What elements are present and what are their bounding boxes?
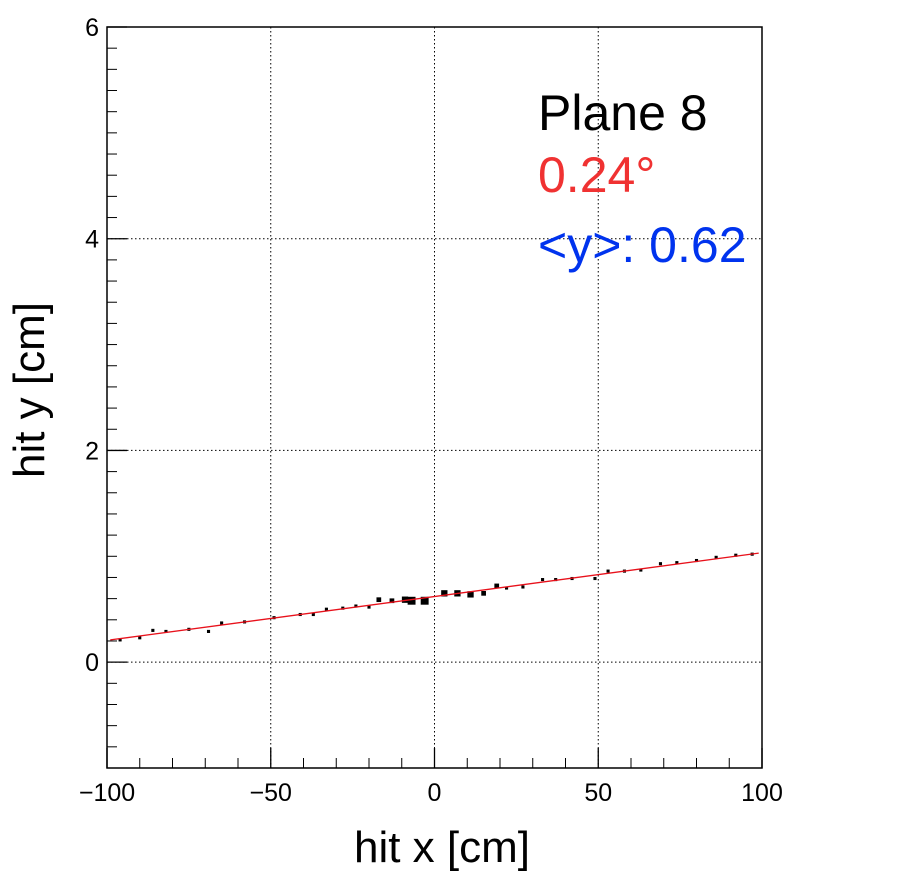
data-point <box>407 596 416 605</box>
data-point <box>401 596 409 603</box>
angle-annotation: 0.24° <box>538 147 655 203</box>
data-point <box>593 576 597 581</box>
data-point <box>324 607 328 611</box>
data-point <box>734 553 738 557</box>
x-tick-label: −100 <box>79 779 135 807</box>
x-tick-label: 50 <box>584 779 612 807</box>
x-tick-label: 100 <box>741 779 783 807</box>
data-point <box>639 568 643 572</box>
x-axis-title: hit x [cm] <box>354 823 530 872</box>
fit-line <box>110 552 759 641</box>
data-point <box>675 561 679 565</box>
y-tick-label: 2 <box>85 437 99 465</box>
axis-ticks <box>106 26 763 769</box>
plane-annotation: Plane 8 <box>538 85 708 141</box>
data-point <box>206 629 211 633</box>
data-point <box>389 598 395 604</box>
data-point <box>367 605 371 609</box>
x-tick-label: −50 <box>250 779 292 807</box>
mean-y-annotation: <y>: 0.62 <box>538 217 747 273</box>
x-tick-label: 0 <box>428 779 442 807</box>
data-point <box>505 586 509 590</box>
tick-labels: −100 −50 0 50 100 0 2 4 6 <box>79 14 783 807</box>
data-point <box>481 590 486 596</box>
data-point <box>714 555 718 559</box>
data-point <box>376 597 382 603</box>
data-point <box>606 569 610 573</box>
data-point <box>658 562 663 566</box>
data-point <box>521 585 525 589</box>
y-tick-label: 0 <box>85 649 99 677</box>
y-tick-label: 6 <box>85 14 99 42</box>
data-point <box>694 558 699 563</box>
data-point <box>441 590 448 597</box>
data-point <box>311 612 315 617</box>
grid <box>107 27 762 768</box>
data-point <box>164 629 168 633</box>
y-tick-label: 4 <box>85 226 99 254</box>
data-point <box>541 578 545 582</box>
data-point <box>151 628 155 632</box>
data-point <box>554 578 558 582</box>
data-point <box>138 636 142 640</box>
data-point <box>467 591 474 598</box>
fit-line-group <box>110 552 759 641</box>
data-point <box>118 638 122 642</box>
data-point <box>494 583 500 589</box>
y-axis-title: hit y [cm] <box>5 302 54 478</box>
data-point <box>420 596 429 605</box>
data-point <box>354 604 358 608</box>
data-point <box>220 621 224 625</box>
